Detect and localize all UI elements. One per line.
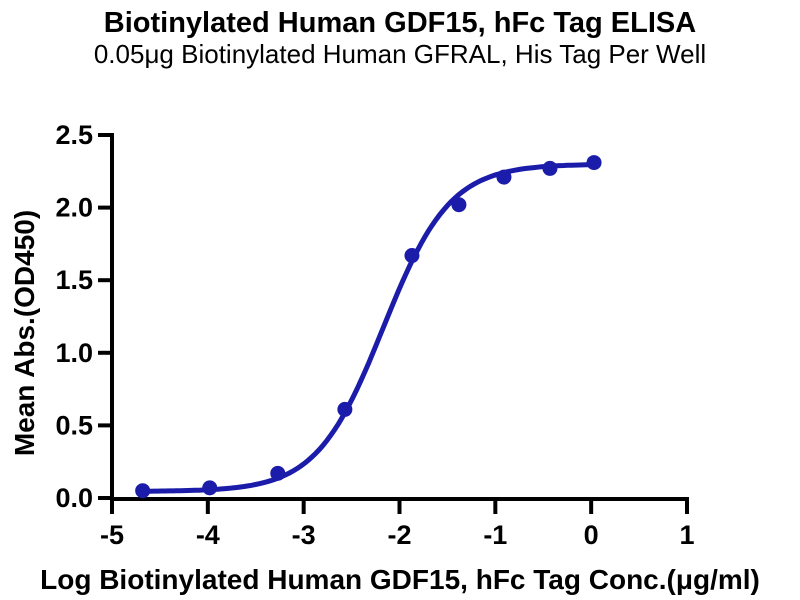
data-point bbox=[586, 155, 602, 171]
y-tick-label: 2.0 bbox=[55, 193, 93, 223]
fit-curve bbox=[140, 162, 597, 494]
y-tick-label: 1.0 bbox=[55, 338, 93, 368]
y-axis-ticks: 0.0 0.5 1.0 1.5 2.0 2.5 bbox=[55, 120, 110, 513]
y-tick-label: 0.0 bbox=[55, 483, 93, 513]
data-point bbox=[451, 197, 467, 213]
x-tick-label: -4 bbox=[196, 520, 220, 550]
x-axis-label: Log Biotinylated Human GDF15, hFc Tag Co… bbox=[40, 564, 760, 595]
x-tick-label: -3 bbox=[292, 520, 316, 550]
data-point bbox=[542, 160, 558, 176]
x-tick-label: -1 bbox=[483, 520, 507, 550]
y-tick-label: 2.5 bbox=[55, 120, 93, 150]
x-tick-label: -5 bbox=[100, 520, 124, 550]
x-tick-label: 1 bbox=[679, 520, 694, 550]
axes bbox=[110, 133, 689, 501]
data-point bbox=[135, 483, 151, 499]
y-tick-label: 0.5 bbox=[55, 410, 93, 440]
dose-response-curve bbox=[140, 162, 597, 494]
x-tick-label: 0 bbox=[584, 520, 599, 550]
data-point bbox=[337, 401, 353, 417]
chart-subtitle: 0.05μg Biotinylated Human GFRAL, His Tag… bbox=[94, 39, 706, 69]
y-tick-label: 1.5 bbox=[55, 265, 93, 295]
chart-title: Biotinylated Human GDF15, hFc Tag ELISA bbox=[104, 7, 696, 39]
data-points bbox=[135, 155, 602, 499]
data-point bbox=[270, 465, 286, 481]
x-tick-label: -2 bbox=[387, 520, 411, 550]
data-point bbox=[496, 169, 512, 185]
data-point bbox=[404, 248, 420, 264]
y-axis-label: Mean Abs.(OD450) bbox=[9, 210, 40, 456]
x-axis-ticks: -5 -4 -3 -2 -1 0 1 bbox=[100, 500, 695, 550]
data-point bbox=[202, 480, 218, 496]
